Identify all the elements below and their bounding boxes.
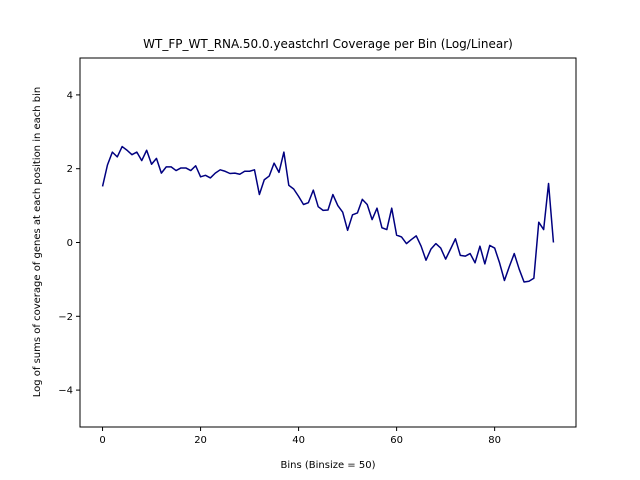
x-tick-label: 40 xyxy=(292,435,305,446)
chart-title: WT_FP_WT_RNA.50.0.yeastchrI Coverage per… xyxy=(143,37,513,51)
y-tick-label: 0 xyxy=(67,238,73,249)
y-axis-label: Log of sums of coverage of genes at each… xyxy=(32,87,43,398)
plot-frame xyxy=(79,57,577,428)
x-axis-ticks: 0 20 40 60 80 xyxy=(99,427,501,446)
coverage-series-line xyxy=(101,145,555,283)
y-tick-label: 4 xyxy=(67,90,73,101)
x-tick-label: 0 xyxy=(99,435,105,446)
x-tick-label: 60 xyxy=(390,435,403,446)
x-tick-label: 20 xyxy=(194,435,207,446)
y-axis-ticks: −4 −2 0 2 4 xyxy=(58,90,80,397)
x-tick-label: 80 xyxy=(488,435,501,446)
series-layer xyxy=(101,145,555,283)
y-tick-label: −4 xyxy=(58,386,73,397)
y-tick-label: 2 xyxy=(67,164,73,175)
y-tick-label: −2 xyxy=(58,312,73,323)
x-axis-label: Bins (Binsize = 50) xyxy=(281,460,376,471)
plot-area xyxy=(79,57,577,428)
